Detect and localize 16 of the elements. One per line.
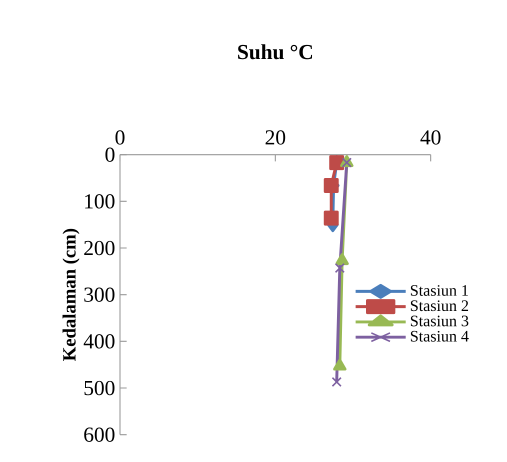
y-tick-label: 400 — [84, 334, 114, 349]
x-tick-label: 0 — [115, 130, 125, 145]
y-tick-label: 0 — [105, 147, 114, 162]
x-tick-label: 40 — [420, 130, 441, 145]
y-tick-label: 200 — [84, 240, 114, 256]
chart-title: Suhu °C — [238, 44, 312, 60]
legend-label: Stasiun 3 — [410, 316, 468, 326]
y-tick-label: 100 — [85, 194, 114, 209]
y-axis-title: Kedalaman (cm) — [62, 228, 80, 361]
legend-label: Stasiun 4 — [410, 330, 469, 342]
y-tick-label: 300 — [84, 287, 114, 302]
y-tick-label: 500 — [84, 380, 114, 396]
x-tick-label: 20 — [266, 130, 286, 145]
y-tick-label: 600 — [84, 427, 114, 442]
legend-label: Stasiun 1 — [410, 285, 468, 296]
legend-label: Stasiun 2 — [410, 300, 468, 312]
